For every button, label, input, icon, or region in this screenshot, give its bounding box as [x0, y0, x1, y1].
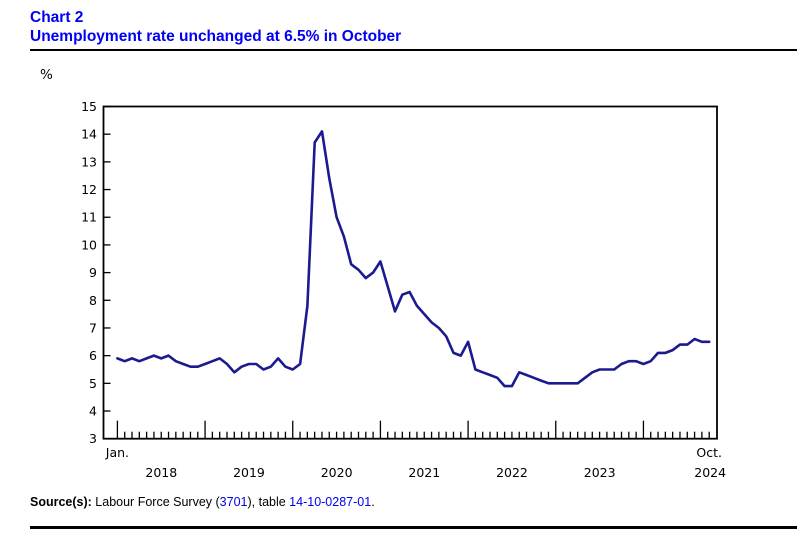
x-end-year-label: 2024 — [694, 465, 726, 480]
y-axis-unit-label: % — [40, 67, 53, 83]
x-year-label: 2022 — [496, 465, 528, 480]
y-tick-label: 4 — [89, 404, 97, 419]
y-tick-label: 5 — [89, 376, 97, 391]
y-tick-label: 11 — [81, 210, 97, 225]
page-title: Unemployment rate unchanged at 6.5% in O… — [30, 28, 402, 45]
chart-header: Chart 2 Unemployment rate unchanged at 6… — [30, 8, 770, 46]
x-year-label: 2020 — [321, 465, 353, 480]
source-note: Source(s): Labour Force Survey (3701), t… — [30, 495, 770, 509]
y-tick-label: 3 — [89, 431, 97, 446]
x-start-month-label: Jan. — [105, 445, 129, 460]
unemployment-rate-line — [116, 130, 711, 388]
y-tick-label: 6 — [89, 348, 97, 363]
source-text-3: . — [371, 495, 375, 509]
plot-border — [102, 105, 718, 440]
chart-number-label: Chart 2 — [30, 9, 84, 26]
y-tick-label: 13 — [81, 154, 97, 169]
source-text-1: Labour Force Survey ( — [91, 495, 220, 509]
y-tick-label: 9 — [89, 265, 97, 280]
y-tick-label: 10 — [81, 237, 97, 252]
table-link[interactable]: 14-10-0287-01 — [289, 495, 372, 509]
source-prefix: Source(s): — [30, 495, 92, 509]
x-end-month-label: Oct. — [696, 445, 722, 460]
x-year-label: 2019 — [233, 465, 265, 480]
x-year-label: 2021 — [408, 465, 440, 480]
survey-link[interactable]: 3701 — [219, 495, 248, 509]
source-text-2: ), table — [247, 495, 290, 509]
y-tick-label: 12 — [81, 182, 97, 197]
y-tick-label: 14 — [81, 127, 97, 142]
title-divider-rule — [30, 49, 797, 51]
y-tick-label: 8 — [89, 293, 97, 308]
y-tick-label: 7 — [89, 320, 97, 335]
bottom-divider-rule — [30, 526, 797, 529]
x-year-label: 2023 — [584, 465, 616, 480]
x-year-label: 2018 — [145, 465, 177, 480]
y-tick-label: 15 — [81, 99, 97, 114]
unemployment-rate-line-chart: % 15 14 13 12 11 10 9 8 7 6 5 4 3 Jan. 2018 2019 2020 2021… — [40, 67, 726, 480]
